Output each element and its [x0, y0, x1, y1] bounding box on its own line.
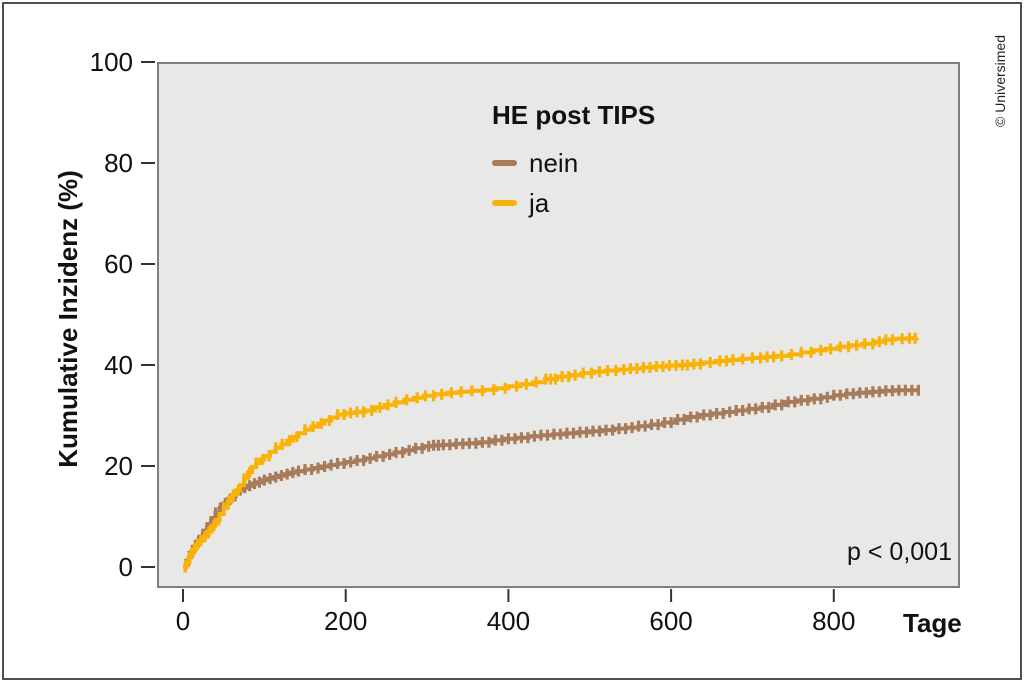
y-tick-label: 60	[104, 249, 133, 279]
legend-label-ja: ja	[529, 188, 550, 218]
x-tick-label: 200	[324, 606, 367, 636]
y-tick-label: 100	[90, 47, 133, 77]
y-tick-label: 80	[104, 148, 133, 178]
curve-ja	[183, 336, 919, 569]
legend-item-ja: ja	[492, 189, 752, 217]
curve-nein	[183, 388, 920, 569]
legend-item-nein: nein	[492, 149, 752, 177]
legend: HE post TIPS nein ja	[492, 100, 752, 229]
x-tick-label: 800	[812, 606, 855, 636]
nein-line-swatch-icon	[492, 160, 517, 166]
y-axis-title: Kumulative Inzidenz (%)	[53, 170, 83, 468]
plot-area	[157, 62, 960, 588]
y-tick-label: 40	[104, 350, 133, 380]
x-tick-label: 400	[487, 606, 530, 636]
legend-label-nein: nein	[529, 148, 579, 178]
x-axis-title: Tage	[903, 608, 962, 638]
legend-title: HE post TIPS	[492, 100, 656, 130]
ja-line-swatch-icon	[492, 200, 517, 206]
x-tick-label: 600	[649, 606, 692, 636]
y-tick-label: 20	[104, 451, 133, 481]
p-value-annotation: p < 0,001	[847, 538, 952, 566]
x-tick-label: 0	[176, 606, 190, 636]
y-tick-label: 0	[119, 552, 133, 582]
copyright-credit: © Universimed	[992, 35, 1008, 128]
